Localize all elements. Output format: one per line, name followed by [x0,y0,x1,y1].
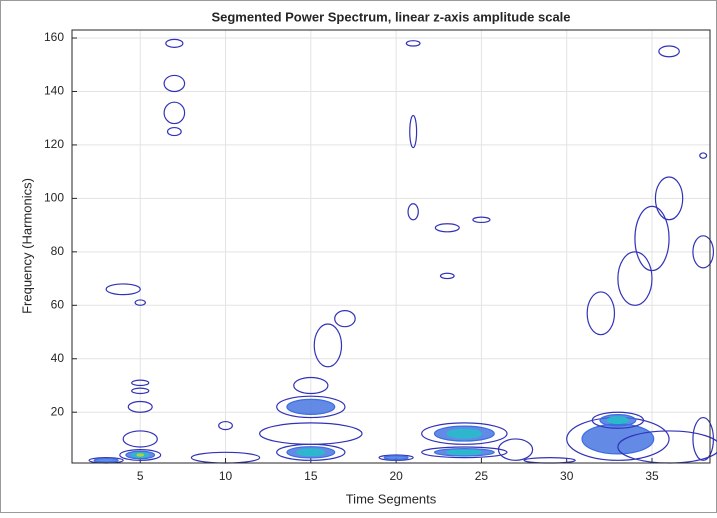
contour [163,74,186,93]
contour [407,203,419,221]
x-tick-label: 5 [137,469,144,483]
contour [405,40,421,47]
contour [218,420,233,431]
y-tick-label: 100 [44,191,64,205]
contour [127,400,153,413]
x-tick-label: 20 [389,469,403,483]
y-tick-label: 120 [44,137,64,151]
contour [134,299,146,306]
y-axis-label: Frequency (Harmonics) [19,178,34,314]
contour [131,379,150,387]
contour [434,223,460,233]
contour [634,205,670,272]
contour [617,251,653,306]
contour [591,411,645,429]
contour [119,449,162,461]
contour [259,422,363,445]
contour [286,398,336,415]
contour [136,453,144,457]
x-tick-label: 30 [560,469,574,483]
contour [586,291,616,336]
contour [446,428,483,439]
x-tick-label: 15 [304,469,318,483]
plot-box [71,29,711,464]
y-tick-label: 20 [51,404,65,418]
y-tick-label: 80 [51,244,65,258]
contour [654,176,684,221]
contour [409,114,418,149]
contour [472,216,491,224]
contour [692,235,715,269]
contour [421,422,508,445]
contour [378,454,414,461]
contour [446,449,483,456]
contour [93,457,119,463]
contour [607,416,629,425]
contour [131,387,150,395]
contour [699,152,708,159]
contour [165,38,184,48]
contour [163,101,186,125]
x-tick-label: 35 [645,469,659,483]
contour [383,455,409,461]
y-tick-label: 160 [44,30,64,44]
chart-title: Segmented Power Spectrum, linear z-axis … [211,9,570,24]
contour [166,126,182,137]
contour [497,438,534,461]
contour [105,283,141,296]
contour [293,376,329,395]
x-tick-label: 10 [219,469,233,483]
y-tick-label: 140 [44,84,64,98]
contour [276,395,346,419]
contour [421,446,508,459]
contour [122,430,158,448]
y-tick-label: 40 [51,351,65,365]
contour [439,272,455,280]
contour [313,323,343,368]
x-axis-label: Time Segments [346,491,437,506]
contour [692,416,715,461]
contour [296,448,326,457]
x-tick-label: 25 [475,469,489,483]
y-tick-label: 60 [51,297,65,311]
contour [658,45,680,58]
contour [334,310,356,328]
